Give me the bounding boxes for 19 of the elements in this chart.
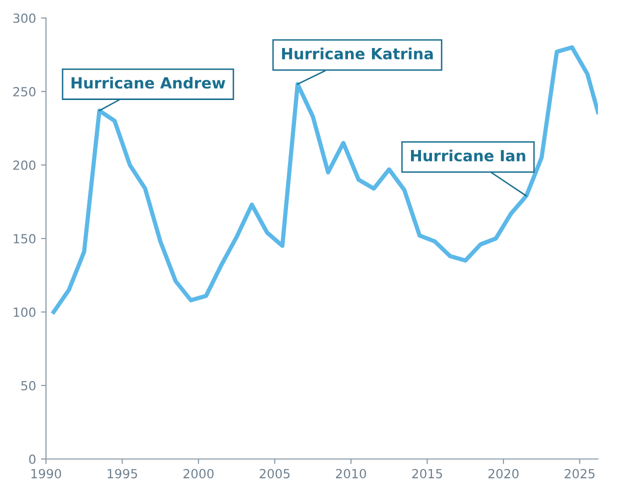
- x-tick-label: 2015: [412, 468, 442, 478]
- x-tick-label: 2005: [260, 468, 290, 478]
- y-tick-label: 100: [14, 307, 36, 317]
- x-tick-label: 2000: [183, 468, 214, 478]
- y-tick-label: 0: [29, 454, 36, 464]
- x-tick-label: 1995: [108, 468, 138, 478]
- line-series: [52, 45, 598, 314]
- x-tick-label: 1990: [31, 468, 62, 478]
- y-tick-label: 50: [21, 380, 36, 390]
- x-tick-label: 2010: [336, 468, 366, 478]
- x-tick-label: 2020: [488, 468, 519, 478]
- annotation: Hurricane Ian: [411, 150, 526, 162]
- y-tick-label: 250: [13, 86, 36, 96]
- annotation: Hurricane Andrew: [72, 76, 226, 89]
- y-tick-label: 300: [13, 13, 36, 23]
- y-tick-label: 200: [13, 160, 36, 170]
- y-tick-label: 150: [14, 234, 36, 244]
- x-tick-label: 2025: [564, 468, 595, 478]
- annotation: Hurricane Katrina: [282, 48, 433, 60]
